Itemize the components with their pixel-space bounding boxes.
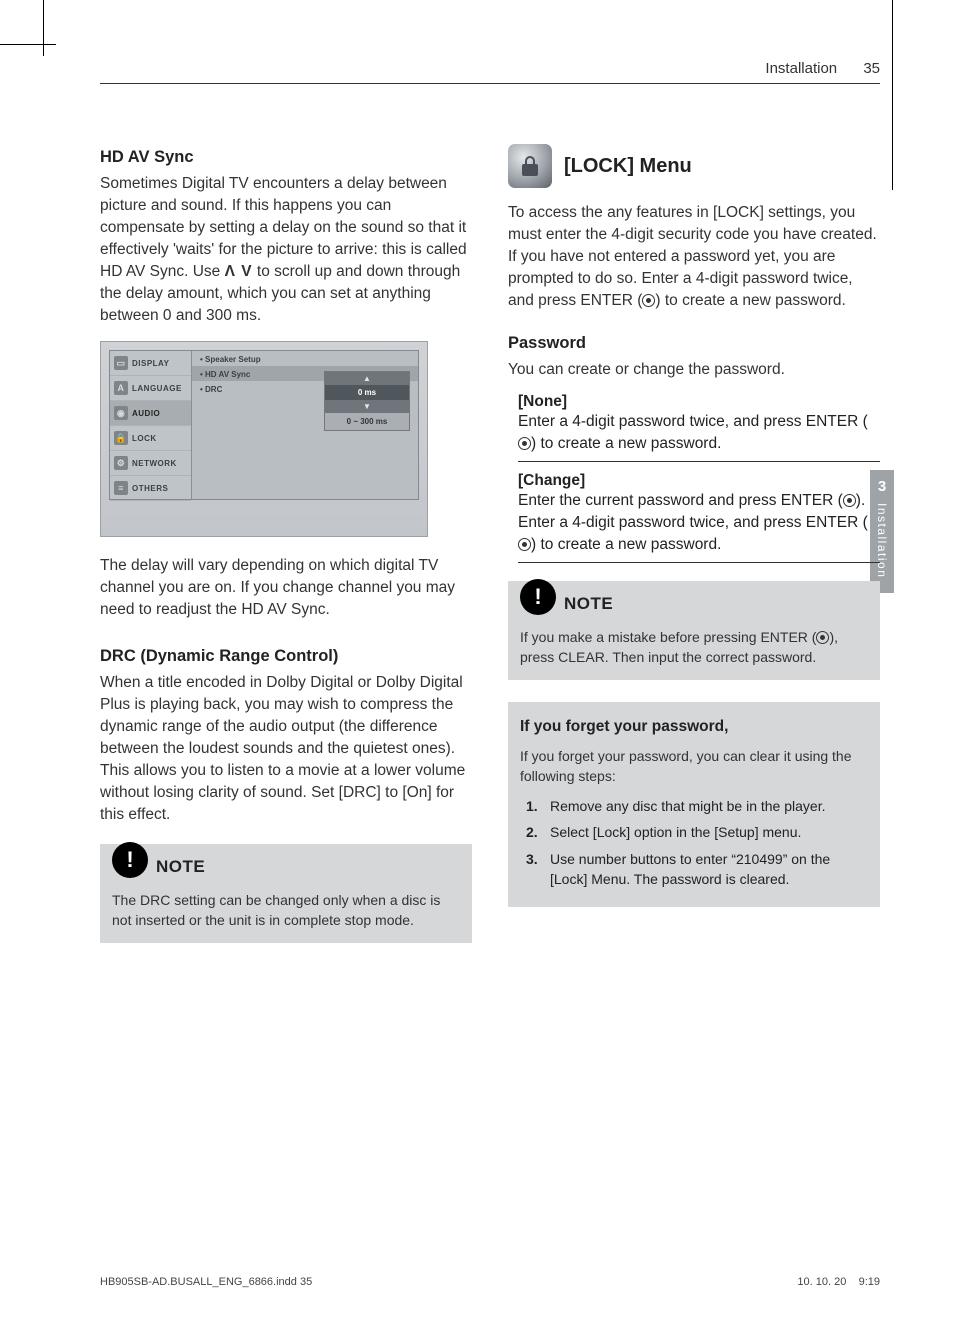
lock-intro-2: If you have not entered a password yet, … [508, 246, 880, 312]
menu-sidebar: ▭DISPLAY ALANGUAGE ◉AUDIO 🔒LOCK ⚙NETWORK… [110, 351, 192, 499]
drc-title: DRC (Dynamic Range Control) [100, 647, 472, 666]
change-body: Enter the current password and press ENT… [518, 490, 880, 556]
menu-main-panel: Speaker Setup HD AV Sync: 0 ms DRC: On ▲… [192, 351, 418, 499]
header-section: Installation [765, 60, 837, 77]
menu-item-display: ▭DISPLAY [110, 351, 191, 376]
lock-intro-1: To access the any features in [LOCK] set… [508, 202, 880, 246]
footer-file: HB905SB-AD.BUSALL_ENG_6866.indd 35 [100, 1276, 312, 1288]
forgot-step-2: Select [Lock] option in the [Setup] menu… [526, 822, 868, 842]
none-label: [None] [518, 393, 880, 411]
lock-menu-heading: [LOCK] Menu [564, 155, 692, 178]
page-footer: HB905SB-AD.BUSALL_ENG_6866.indd 35 10. 1… [100, 1276, 880, 1288]
enter-icon [816, 631, 829, 644]
note-icon: ! [520, 579, 556, 615]
left-column: HD AV Sync Sometimes Digital TV encounte… [100, 144, 472, 943]
delay-spinner: ▲ 0 ms ▼ 0 ~ 300 ms [324, 371, 410, 431]
right-column: [LOCK] Menu To access the any features i… [508, 144, 880, 943]
note-icon: ! [112, 842, 148, 878]
header-page-number: 35 [863, 60, 880, 77]
enter-icon [642, 294, 655, 307]
none-body: Enter a 4-digit password twice, and pres… [518, 411, 880, 455]
menu-item-others: ≡OTHERS [110, 476, 191, 501]
forgot-intro: If you forget your password, you can cle… [520, 746, 868, 787]
password-title: Password [508, 334, 880, 353]
menu-item-lock: 🔒LOCK [110, 426, 191, 451]
menu-item-language: ALANGUAGE [110, 376, 191, 401]
drc-body: When a title encoded in Dolby Digital or… [100, 672, 472, 826]
forgot-password-box: If you forget your password, If you forg… [508, 702, 880, 908]
hdav-menu-screenshot: ▭DISPLAY ALANGUAGE ◉AUDIO 🔒LOCK ⚙NETWORK… [100, 341, 428, 537]
forgot-title: If you forget your password, [520, 704, 868, 746]
footer-time: 9:19 [859, 1276, 880, 1288]
menu-item-audio: ◉AUDIO [110, 401, 191, 426]
forgot-step-1: Remove any disc that might be in the pla… [526, 796, 868, 816]
hdav-sync-body-1: Sometimes Digital TV encounters a delay … [100, 173, 472, 327]
up-down-arrows: Λ V [225, 263, 253, 280]
enter-icon [518, 437, 531, 450]
divider [518, 562, 880, 563]
footer-date: 10. 10. 20 [797, 1276, 846, 1288]
enter-icon [518, 538, 531, 551]
password-intro: You can create or change the password. [508, 359, 880, 381]
forgot-step-3: Use number buttons to enter “210499” on … [526, 849, 868, 890]
drc-note-text: The DRC setting can be changed only when… [112, 890, 460, 931]
enter-icon [843, 494, 856, 507]
page-header: Installation 35 [100, 60, 880, 84]
lock-icon [508, 144, 552, 188]
note-label: NOTE [156, 857, 205, 877]
hdav-sync-title: HD AV Sync [100, 148, 472, 167]
change-label: [Change] [518, 472, 880, 490]
note-label: NOTE [564, 594, 613, 614]
password-note-text: If you make a mistake before pressing EN… [520, 627, 868, 668]
divider [518, 461, 880, 462]
menu-item-network: ⚙NETWORK [110, 451, 191, 476]
hdav-sync-body-2: The delay will vary depending on which d… [100, 555, 472, 621]
drc-note-box: ! NOTE The DRC setting can be changed on… [100, 844, 472, 943]
password-note-box: ! NOTE If you make a mistake before pres… [508, 581, 880, 680]
